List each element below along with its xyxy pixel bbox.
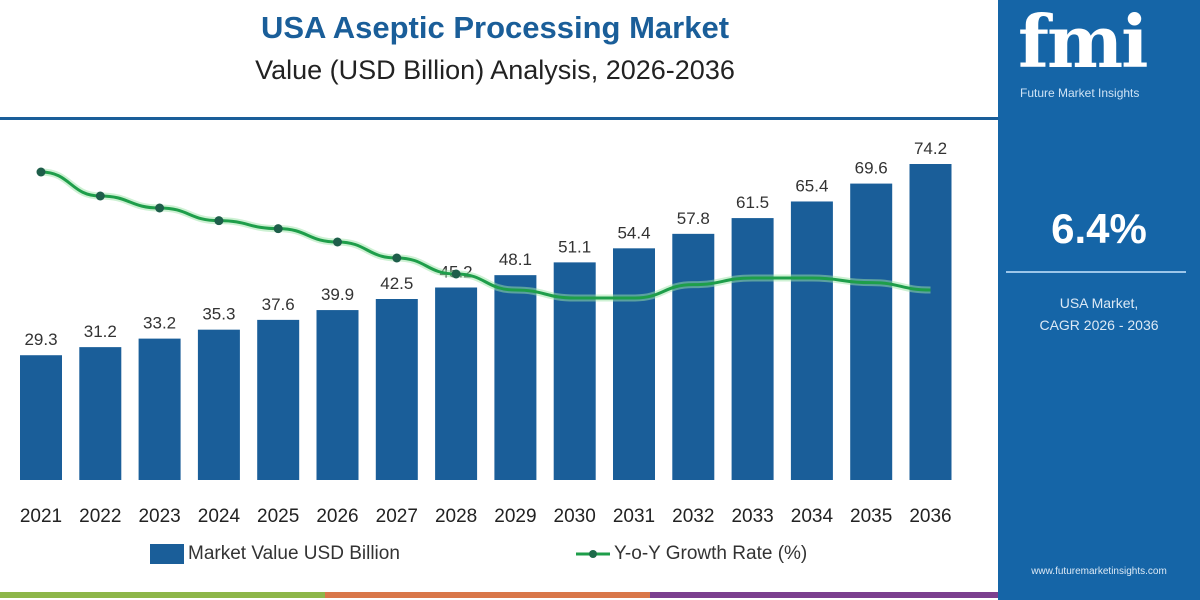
x-tick-label: 2030 [554, 506, 596, 527]
x-tick-label: 2022 [79, 506, 121, 527]
cagr-label: USA Market, CAGR 2026 - 2036 [998, 292, 1200, 336]
website-link[interactable]: www.futuremarketinsights.com [1031, 566, 1167, 577]
x-tick-label: 2031 [613, 506, 655, 527]
bar-value-label: 31.2 [84, 322, 117, 341]
bar-2023 [138, 338, 181, 480]
bar-value-label: 54.4 [617, 223, 650, 242]
bar-value-label: 65.4 [795, 176, 828, 195]
panel-divider [1006, 271, 1186, 273]
bar-value-label: 37.6 [262, 295, 295, 314]
cagr-value: 6.4% [1051, 205, 1147, 252]
x-tick-label: 2029 [494, 506, 536, 527]
bar-value-label: 48.1 [499, 250, 532, 269]
chart-title: USA Aseptic Processing Market [260, 10, 730, 45]
bar-value-label: 33.2 [143, 314, 176, 333]
legend-swatch-line [576, 550, 610, 558]
footer-stripe-green [0, 592, 325, 598]
bar-2026 [316, 310, 359, 480]
growth-point-2022 [95, 191, 105, 201]
growth-point-2028 [451, 269, 461, 279]
growth-line [40, 170, 931, 300]
bar-2022 [79, 347, 122, 480]
x-tick-label: 2034 [791, 506, 834, 527]
chart-plot: 29.3 2021 31.2 2022 33.2 2023 35.3 2024 37.6 2025… [20, 139, 952, 527]
bar-value-label: 35.3 [202, 305, 235, 324]
footer-stripe-orange [325, 592, 650, 598]
growth-point-2023 [155, 203, 165, 213]
x-tick-label: 2027 [376, 506, 418, 527]
x-tick-label: 2026 [316, 506, 358, 527]
legend-item-growth-rate: Y-o-Y Growth Rate (%) [576, 543, 807, 565]
bar-value-label: 69.6 [855, 159, 888, 178]
x-tick-label: 2021 [20, 506, 62, 527]
growth-point-2024 [214, 216, 224, 226]
bar-2029 [494, 275, 537, 480]
legend: Market Value USD Billion Y-o-Y Growth Ra… [0, 543, 1000, 569]
legend-swatch-bar [150, 544, 184, 564]
footer-stripe-purple [650, 592, 1000, 598]
x-tick-label: 2028 [435, 506, 477, 527]
legend-label: Market Value USD Billion [188, 543, 400, 564]
cagr-label-line2: CAGR 2026 - 2036 [1039, 317, 1159, 333]
x-tick-label: 2032 [672, 506, 714, 527]
chart-subtitle: Value (USD Billion) Analysis, 2026-2036 [255, 55, 735, 85]
growth-point-2021 [36, 167, 46, 177]
x-tick-label: 2036 [909, 506, 951, 527]
logo-subtitle: Future Market Insights [1020, 86, 1140, 100]
x-tick-label: 2035 [850, 506, 892, 527]
bar-2036 [909, 164, 952, 480]
legend-item-market-value: Market Value USD Billion [150, 543, 400, 565]
x-tick-label: 2025 [257, 506, 299, 527]
bar-2035 [850, 183, 893, 480]
side-panel: fmi Future Market Insights 6.4% USA Mark… [998, 0, 1200, 600]
cagr-label-line1: USA Market, [1059, 295, 1139, 311]
bar-2031 [613, 248, 655, 480]
bar-2033 [731, 218, 774, 481]
bar-value-label: 29.3 [24, 330, 57, 349]
fmi-logo: fmi [1018, 0, 1149, 84]
bar-2034 [790, 201, 833, 480]
bar-2025 [257, 319, 300, 480]
x-tick-label: 2024 [198, 506, 241, 527]
bar-value-label: 57.8 [677, 209, 710, 228]
bar-value-label: 74.2 [914, 139, 947, 158]
x-tick-label: 2033 [731, 506, 773, 527]
bar-value-label: 51.1 [558, 237, 591, 256]
bar-2027 [375, 299, 418, 480]
bar-2021 [20, 355, 62, 480]
growth-point-2027 [392, 253, 402, 263]
bar-2024 [197, 329, 240, 480]
growth-point-2026 [333, 237, 342, 247]
header-divider [0, 117, 998, 120]
bar-2028 [435, 287, 478, 480]
bar-value-label: 42.5 [380, 274, 413, 293]
bar-value-label: 61.5 [736, 193, 769, 212]
x-tick-label: 2023 [138, 506, 180, 527]
legend-label: Y-o-Y Growth Rate (%) [614, 543, 808, 564]
bar-value-label: 39.9 [321, 285, 354, 304]
growth-point-2025 [273, 224, 283, 234]
bar-2032 [672, 233, 715, 480]
